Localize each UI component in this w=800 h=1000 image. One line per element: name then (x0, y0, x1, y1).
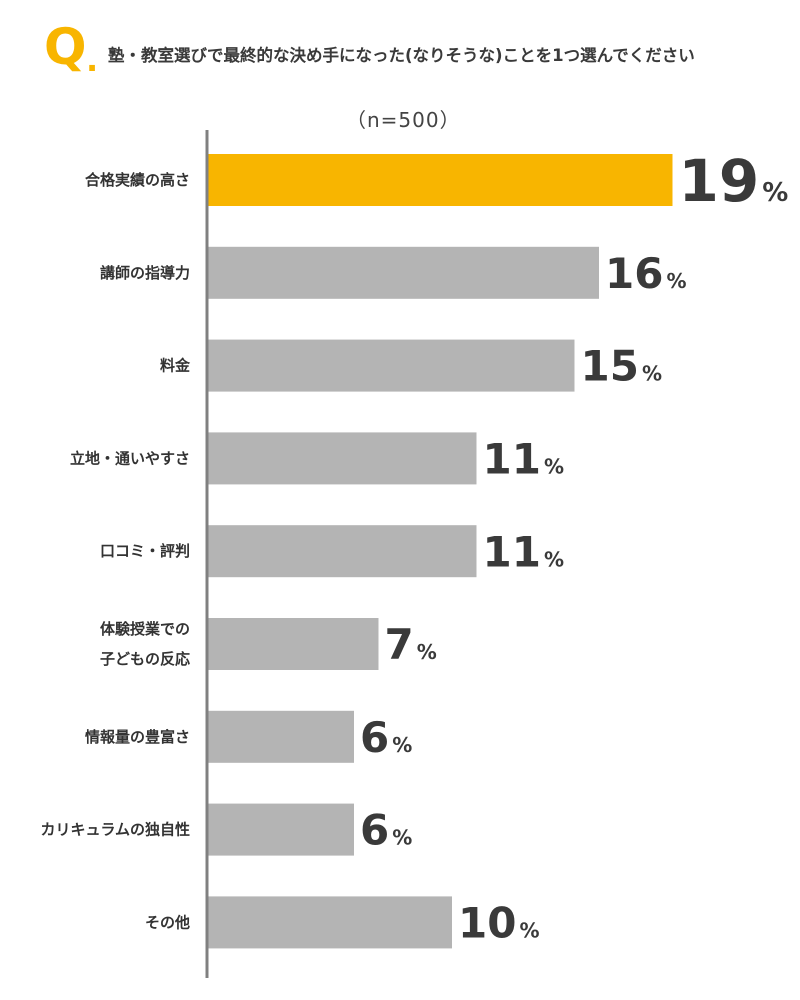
value-number-6: 6 (360, 713, 389, 762)
value-number-4: 11 (483, 527, 541, 576)
question-q-mark: Q (44, 18, 86, 76)
value-unit-6: % (392, 733, 412, 757)
value-label-7: 6% (360, 806, 412, 855)
bar-0 (207, 154, 673, 206)
value-label-1: 16% (605, 249, 687, 298)
bar-2 (207, 339, 575, 392)
category-label-4: 口コミ・評判 (100, 542, 190, 560)
sample-size: （n=500） (346, 108, 461, 132)
category-label-2: 料金 (160, 357, 191, 375)
value-number-5: 7 (385, 620, 414, 669)
bar-3 (207, 432, 477, 485)
category-label-0: 合格実績の高さ (84, 171, 190, 189)
value-number-2: 15 (581, 342, 639, 391)
category-label-5-0: 体験授業での (100, 620, 190, 638)
value-unit-4: % (544, 547, 564, 571)
question-text: 塾・教室選びで最終的な決め手になった(なりそうな)ことを1つ選んでください (108, 46, 695, 65)
category-label-8: その他 (145, 913, 190, 931)
value-number-1: 16 (605, 249, 663, 298)
category-label-1: 講師の指導力 (100, 264, 190, 282)
category-label-6: 情報量の豊富さ (85, 728, 190, 746)
value-unit-2: % (642, 362, 662, 386)
bar-8 (207, 896, 452, 949)
value-label-2: 15% (581, 342, 663, 391)
bar-5 (207, 618, 379, 670)
value-unit-0: % (762, 178, 788, 208)
value-label-4: 11% (483, 527, 565, 576)
bar-4 (207, 525, 477, 578)
category-label-7: カリキュラムの独自性 (40, 821, 190, 839)
value-label-5: 7% (385, 620, 437, 669)
category-label-5-1: 子どもの反応 (100, 650, 190, 668)
bar-7 (207, 803, 354, 856)
value-number-3: 11 (483, 435, 541, 484)
value-unit-1: % (666, 269, 686, 293)
value-unit-5: % (417, 640, 437, 664)
value-label-0: 19% (679, 147, 789, 215)
value-number-0: 19 (679, 147, 760, 215)
bar-1 (207, 246, 599, 299)
bar-6 (207, 710, 354, 763)
question-q-dot: . (86, 41, 99, 79)
value-unit-3: % (544, 455, 564, 479)
value-label-8: 10% (458, 899, 540, 948)
value-unit-8: % (519, 919, 539, 943)
category-label-3: 立地・通いやすさ (70, 449, 190, 467)
value-label-3: 11% (483, 435, 565, 484)
value-label-6: 6% (360, 713, 412, 762)
value-number-7: 6 (360, 806, 389, 855)
value-number-8: 10 (458, 899, 516, 948)
value-unit-7: % (392, 826, 412, 850)
